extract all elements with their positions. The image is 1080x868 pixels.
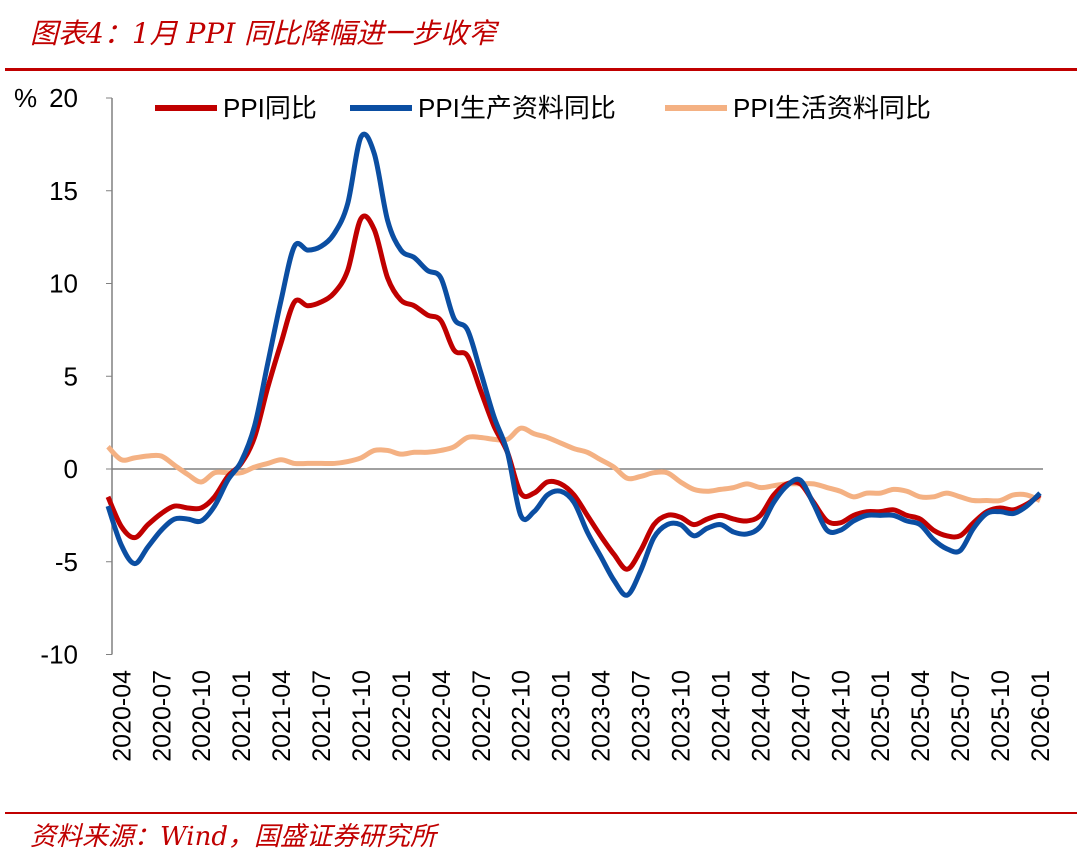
x-tick-label: 2025-01 [867,670,895,762]
series-line-2 [106,425,1042,504]
legend-label: PPI生产资料同比 [418,93,616,123]
y-tick-label: 20 [49,83,78,113]
x-tick-label: 2025-04 [907,670,935,762]
y-tick-label: -10 [40,640,78,670]
x-tick-label: 2020-07 [148,670,176,762]
x-tick-label: 2021-04 [268,670,296,762]
x-tick-label: 2024-07 [787,670,815,762]
source-note: 资料来源：Wind，国盛证券研究所 [30,822,436,852]
y-tick-label: -5 [55,547,78,577]
x-tick-label: 2024-10 [827,670,855,762]
x-tick-label: 2020-04 [108,670,136,762]
y-tick-label: 5 [64,361,78,391]
y-tick-label: 10 [49,269,78,299]
x-tick-label: 2022-04 [428,670,456,762]
x-tick-label: 2024-04 [747,670,775,762]
x-tick-label: 2021-01 [228,670,256,762]
y-unit-label: % [14,83,37,113]
series-line-1 [105,131,1042,598]
x-tick-label: 2023-01 [548,670,576,762]
x-tick-label: 2023-10 [668,670,696,762]
x-tick-label: 2022-10 [508,670,536,762]
legend-label: PPI生活资料同比 [733,93,931,123]
x-tick-label: 2020-10 [188,670,216,762]
y-tick-label: 0 [64,454,78,484]
x-tick-label: 2021-07 [308,670,336,762]
y-tick-label: 15 [49,176,78,206]
x-tick-label: 2022-07 [468,670,496,762]
footer-divider [5,812,1077,814]
chart-title: 图表4：1月 PPI 同比降幅进一步收窄 [30,17,497,50]
x-tick-label: 2025-10 [987,670,1015,762]
x-tick-label: 2021-10 [348,670,376,762]
x-tick-label: 2022-01 [388,670,416,762]
x-tick-label: 2026-01 [1027,670,1055,762]
x-tick-label: 2023-07 [628,670,656,762]
x-tick-label: 2025-07 [947,670,975,762]
legend-label: PPI同比 [223,93,317,123]
x-tick-label: 2023-04 [588,670,616,762]
x-tick-label: 2024-01 [707,670,735,762]
title-divider [5,68,1077,71]
